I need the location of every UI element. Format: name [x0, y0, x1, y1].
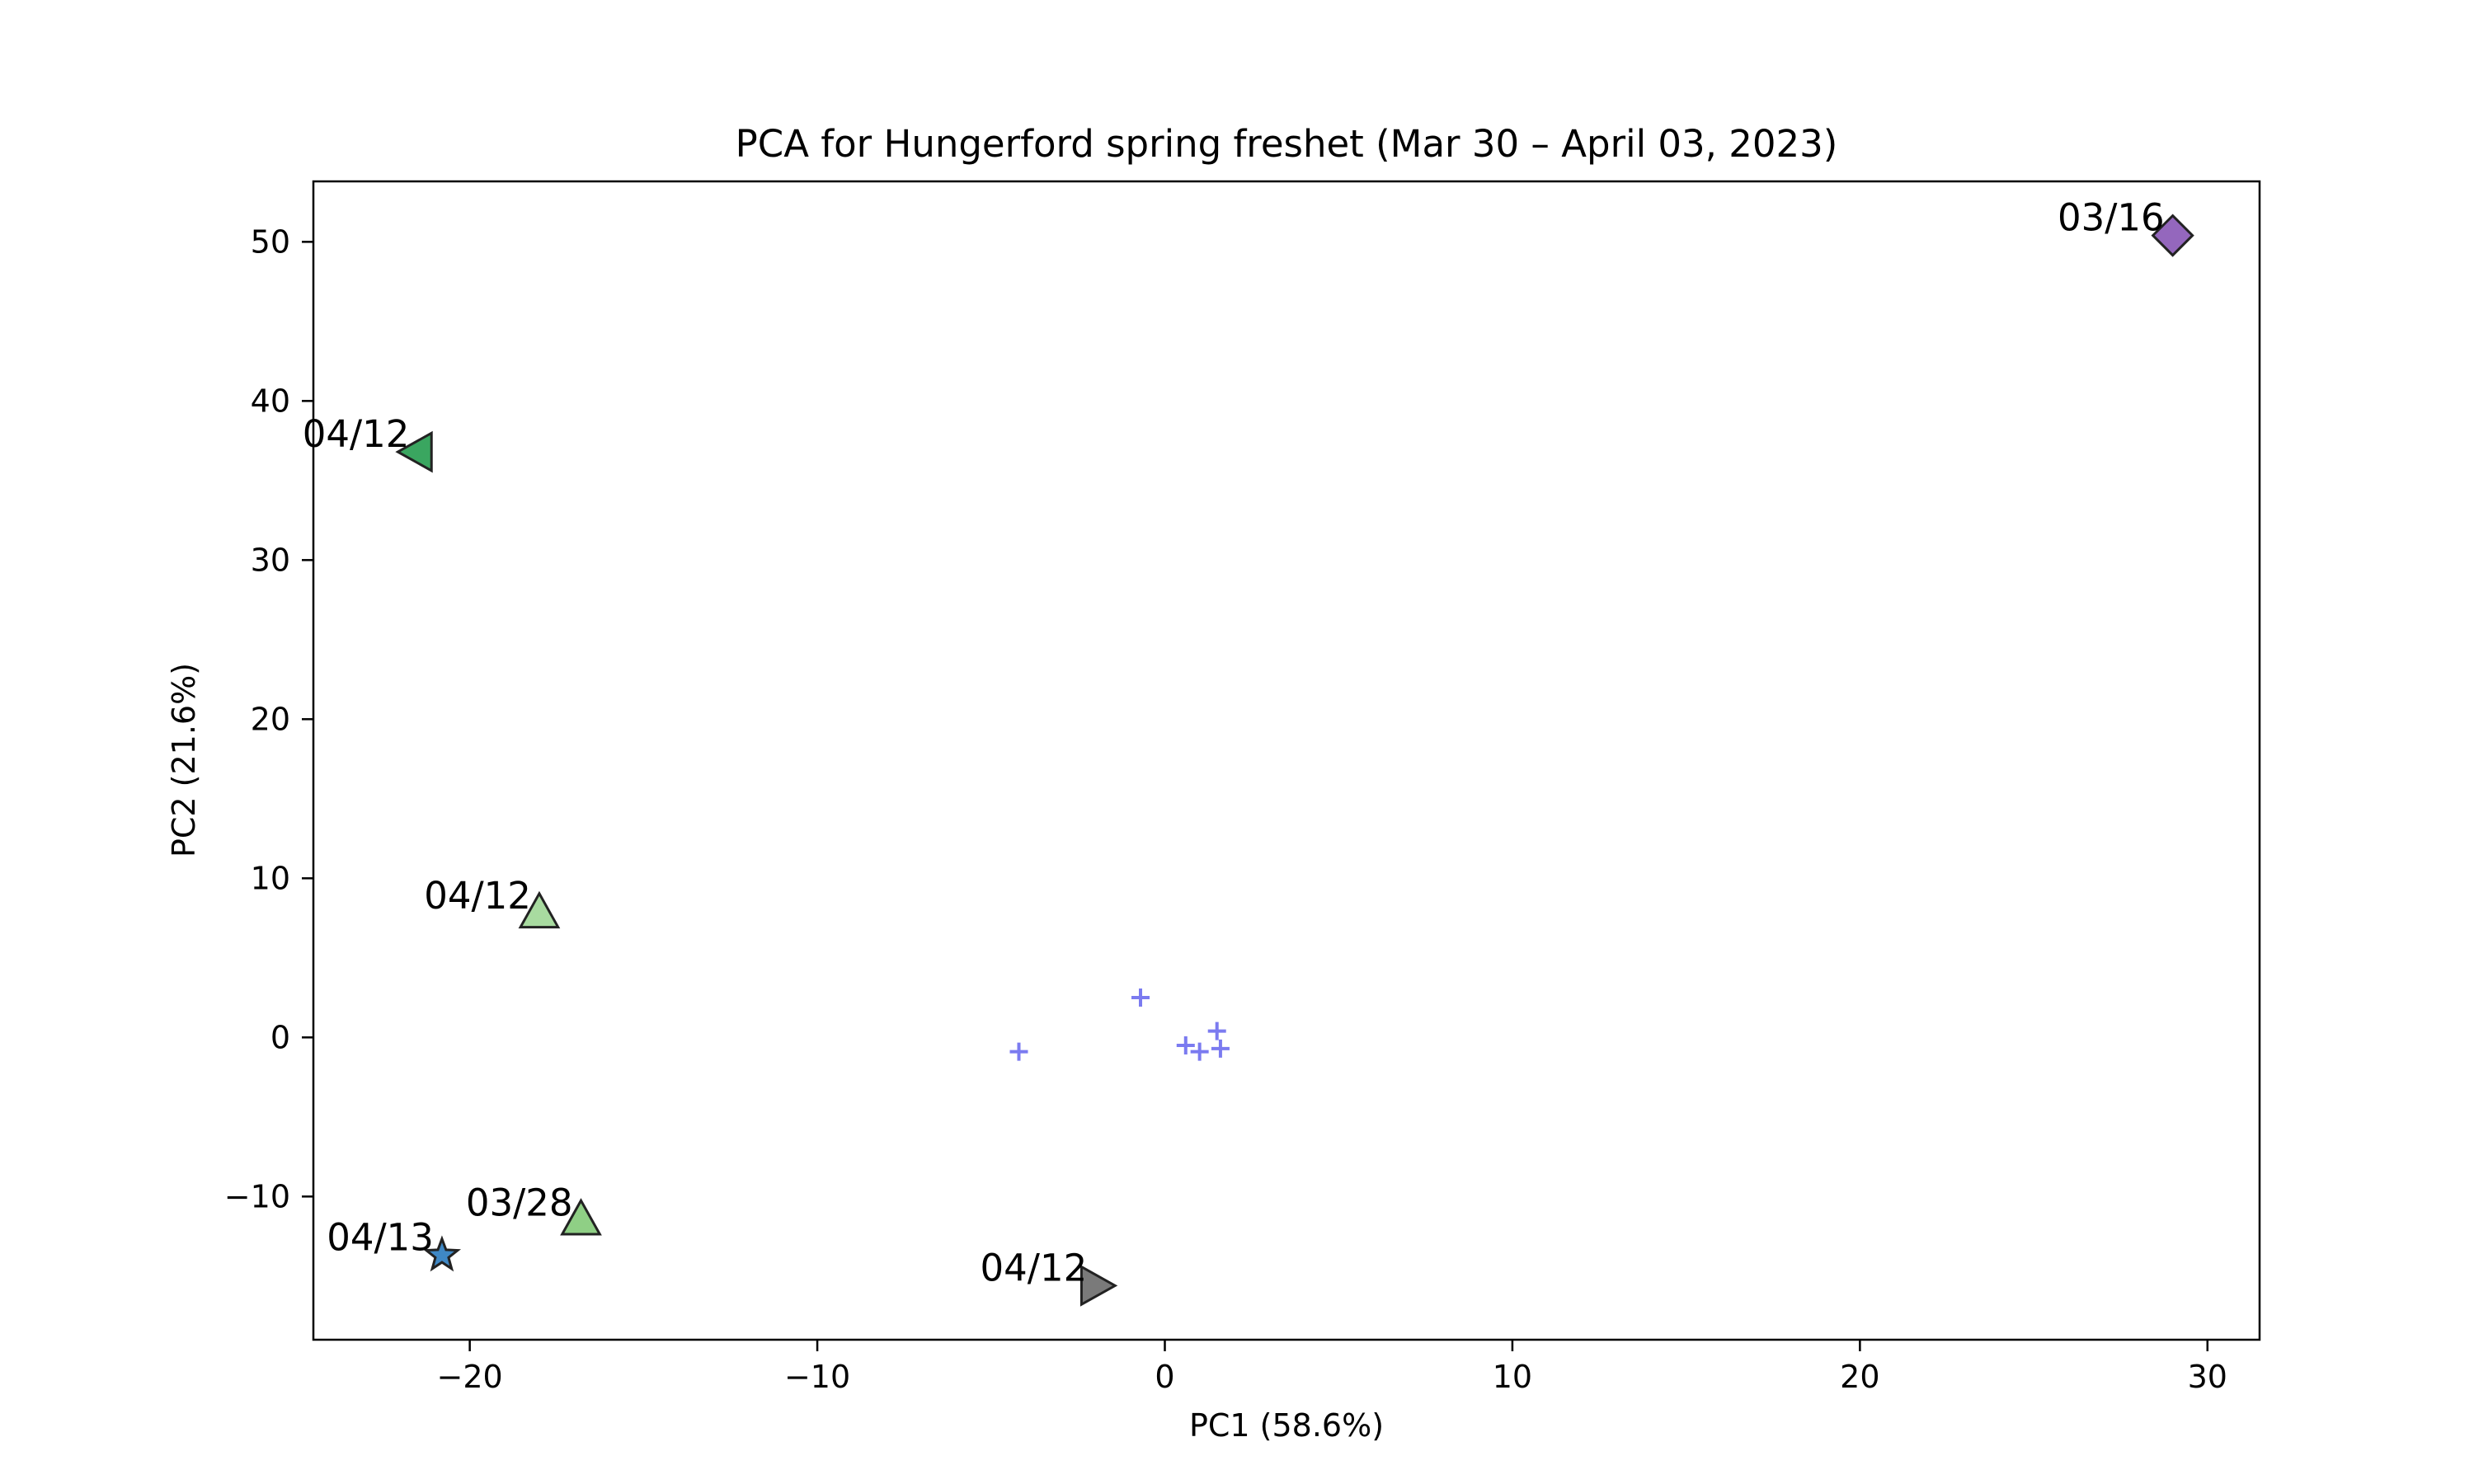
chart-title: PCA for Hungerford spring freshet (Mar 3…: [736, 122, 1838, 166]
data-point-triangle-left-marker: [395, 430, 433, 473]
x-tick-label: 10: [1493, 1359, 1532, 1395]
data-point-plus-marker: [1211, 1039, 1230, 1058]
data-point-triangle-up-marker: [560, 1198, 602, 1236]
x-tick-label: −10: [784, 1359, 850, 1395]
y-tick-label: 40: [251, 383, 290, 419]
y-tick-label: 50: [251, 223, 290, 260]
plot-area-frame: [312, 180, 2261, 1341]
data-point-plus-marker: [1207, 1021, 1226, 1040]
x-tick-label: −20: [437, 1359, 503, 1395]
data-point-label: 03/28: [466, 1181, 573, 1224]
y-tick-label: 0: [270, 1019, 290, 1055]
x-tick-label: 30: [2188, 1359, 2227, 1395]
y-tick-label: 10: [251, 860, 290, 896]
data-point-plus-marker: [1176, 1036, 1195, 1054]
data-point-label: 04/12: [981, 1246, 1088, 1289]
x-axis-label: PC1 (58.6%): [1189, 1407, 1384, 1444]
data-point-plus-marker: [1131, 989, 1150, 1007]
data-point-star-marker: [422, 1235, 462, 1272]
data-point-label: 04/12: [303, 412, 410, 456]
y-tick-label: 20: [251, 701, 290, 737]
y-tick-label: 30: [251, 542, 290, 578]
y-tick-label: −10: [224, 1178, 290, 1214]
data-point-label: 03/16: [2058, 196, 2165, 240]
x-tick-label: 20: [1840, 1359, 1879, 1395]
data-point-label: 04/13: [327, 1216, 434, 1260]
x-tick-label: 0: [1155, 1359, 1174, 1395]
axes-group: −20 −10 0 10 20 30 −10 0 10 20 30 40 50: [224, 223, 2227, 1395]
y-axis-label: PC2 (21.6%): [166, 663, 202, 857]
data-point-triangle-up-marker: [518, 890, 561, 929]
points-group: 03/16 04/12 04/12 03/28 04/13 04/12: [303, 196, 2194, 1307]
data-point-label: 04/12: [424, 874, 531, 918]
data-point-diamond-marker: [2151, 214, 2194, 257]
data-point-plus-marker: [1009, 1042, 1028, 1061]
data-point-plus-marker: [1190, 1042, 1209, 1061]
data-point-triangle-right-marker: [1079, 1265, 1118, 1307]
